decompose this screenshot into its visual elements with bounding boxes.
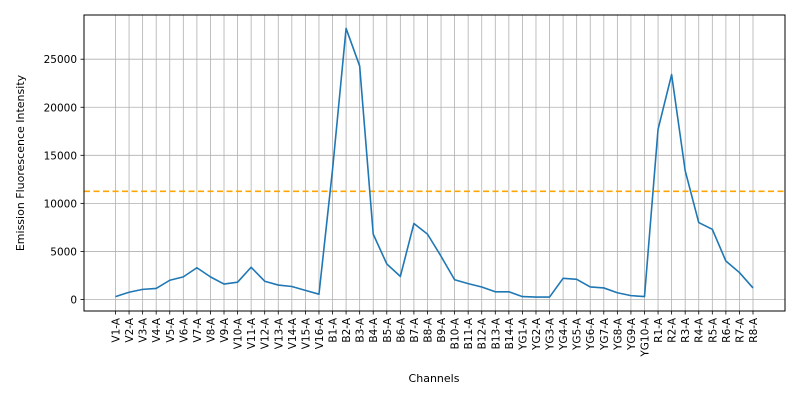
y-tick-label: 10000 [44,198,77,210]
x-tick-label: B6-A [395,317,407,342]
x-tick-label: YG2-A [531,317,543,351]
x-tick-label: V8-A [205,317,217,342]
x-tick-label: B8-A [422,317,434,342]
x-tick-label: YG10-A [639,317,651,357]
y-tick-label: 15000 [44,150,77,162]
x-tick-label: B1-A [328,317,340,342]
x-tick-label: B13-A [490,317,502,349]
x-tick-label: YG8-A [612,317,624,351]
x-tick-label: V9-A [219,317,231,342]
x-tick-label: B5-A [382,317,394,342]
x-tick-label: R5-A [707,317,719,343]
y-tick-label: 0 [70,294,77,306]
x-tick-label: R2-A [667,317,679,343]
x-tick-label: R8-A [748,317,760,343]
y-tick-label: 20000 [44,102,77,114]
x-tick-label: R4-A [694,317,706,343]
x-tick-label: V10-A [233,317,245,349]
x-tick-label: R3-A [680,317,692,343]
x-axis-label: Channels [409,372,460,385]
x-tick-label: V7-A [192,317,204,342]
x-tick-label: B9-A [436,317,448,342]
x-tick-label: B12-A [477,317,489,349]
x-tick-label: B14-A [504,317,516,349]
x-tick-label: YG5-A [572,317,584,351]
x-tick-label: R7-A [734,317,746,343]
x-tick-label: B2-A [341,317,353,342]
y-tick-label: 5000 [50,246,77,258]
x-tick-label: YG4-A [558,317,570,351]
x-tick-label: B3-A [355,317,367,342]
x-tick-label: YG7-A [599,317,611,351]
x-tick-label: B11-A [463,317,475,349]
x-tick-label: B4-A [368,317,380,342]
x-tick-label: V6-A [178,317,190,342]
x-tick-label: V5-A [165,317,177,342]
x-tick-label: YG6-A [585,317,597,351]
x-tick-label: R6-A [721,317,733,343]
x-tick-label: B10-A [450,317,462,349]
x-tick-label: V11-A [246,317,258,349]
x-tick-label: R1-A [653,317,665,343]
x-tick-label: V4-A [151,317,163,342]
x-tick-label: V3-A [138,317,150,342]
x-tick-label: YG9-A [626,317,638,351]
x-tick-label: V14-A [287,317,299,349]
x-tick-label: V1-A [111,317,123,342]
x-tick-label: V12-A [260,317,272,349]
x-tick-label: V16-A [314,317,326,349]
x-tick-label: V13-A [273,317,285,349]
y-tick-label: 25000 [44,54,77,66]
x-tick-label: V15-A [300,317,312,349]
y-axis-label: Emission Fluorescence Intensity [14,74,27,251]
x-tick-label: YG1-A [517,317,529,351]
x-tick-label: B7-A [409,317,421,342]
x-tick-label: YG3-A [545,317,557,351]
x-tick-label: V2-A [124,317,136,342]
